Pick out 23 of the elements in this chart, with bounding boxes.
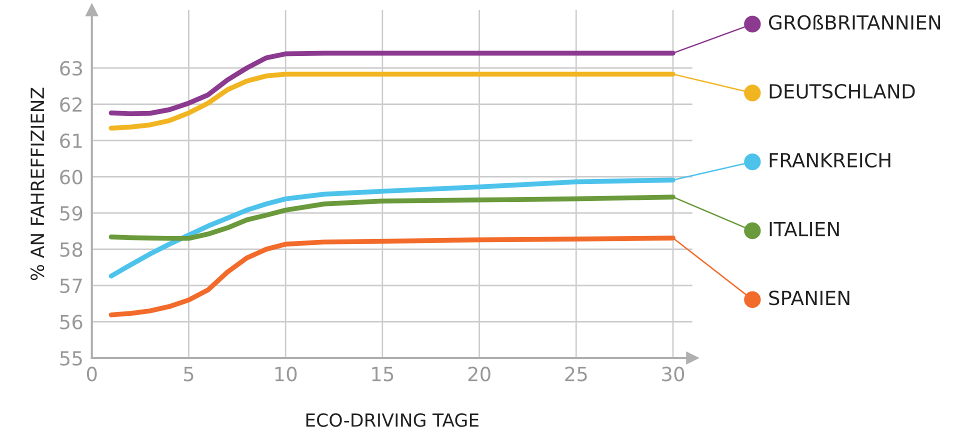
x-tick-label: 30 <box>662 366 684 382</box>
legend-label: DEUTSCHLAND <box>770 84 915 99</box>
x-tick-label: 0 <box>86 366 97 382</box>
y-tick-label: 61 <box>60 133 82 148</box>
y-tick-label: 56 <box>60 314 82 330</box>
y-tick-label: 62 <box>60 97 82 112</box>
legend-label: GROßBRITANNIEN <box>769 14 940 30</box>
y-tick-label: 63 <box>60 60 82 76</box>
legend-label: SPANIEN <box>769 290 850 306</box>
x-tick-label: 25 <box>565 366 587 382</box>
legend-label: ITALIEN <box>770 222 839 236</box>
y-tick-label: 55 <box>60 351 82 366</box>
x-tick-label: 15 <box>372 366 394 382</box>
y-axis-title: % AN FAHREFFIZIENZ <box>30 88 44 280</box>
x-tick-label: 20 <box>468 366 490 382</box>
y-tick-label: 57 <box>60 278 82 294</box>
x-axis-title: ECO-DRIVING TAGE <box>306 413 478 427</box>
legend-label: FRANKREICH <box>770 152 890 168</box>
y-tick-label: 58 <box>60 242 82 257</box>
y-tick-label: 60 <box>60 170 82 184</box>
x-tick-label: 5 <box>184 366 194 382</box>
y-tick-label: 59 <box>60 206 82 221</box>
x-tick-label: 10 <box>275 366 297 382</box>
